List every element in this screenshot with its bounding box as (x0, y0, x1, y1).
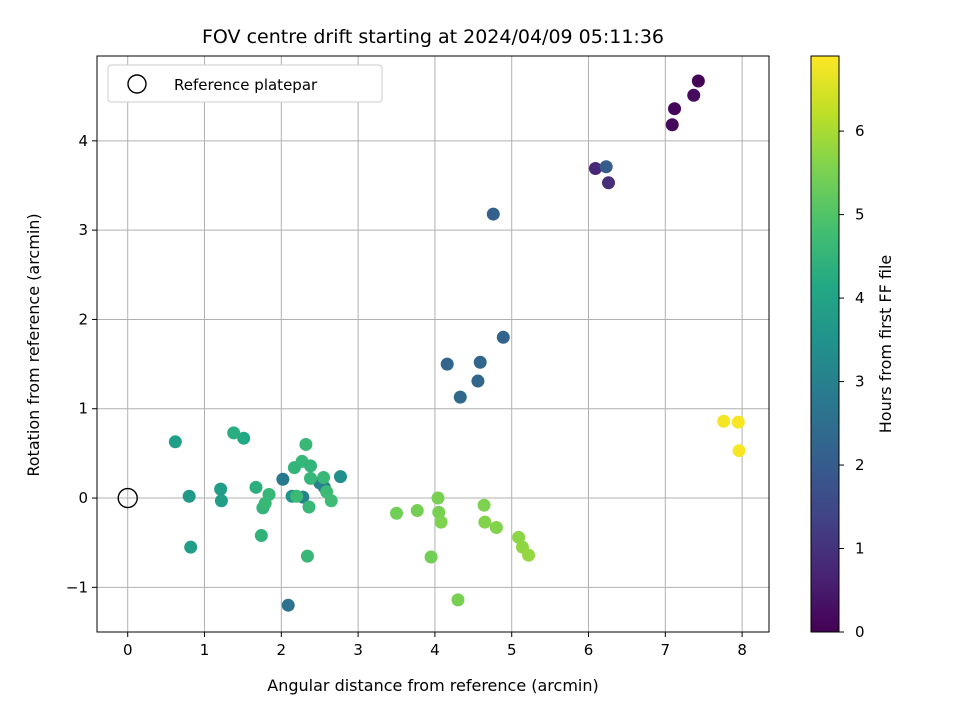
x-tick-label: 4 (430, 641, 440, 659)
y-tick-label: −1 (66, 578, 88, 596)
x-axis-label: Angular distance from reference (arcmin) (267, 676, 598, 695)
data-point (249, 480, 263, 494)
data-point (601, 176, 615, 190)
x-tick-label: 2 (277, 641, 287, 659)
x-tick-label: 5 (507, 641, 517, 659)
data-point (522, 548, 536, 562)
data-point (665, 118, 679, 132)
data-point (304, 459, 318, 473)
data-point (333, 470, 347, 484)
y-tick-label: 1 (78, 400, 88, 418)
data-point (432, 505, 446, 519)
data-point (471, 374, 485, 388)
colorbar-ticks: 0 1 2 3 4 5 6 (839, 122, 865, 641)
y-tick-label: 0 (78, 489, 88, 507)
data-point (424, 550, 438, 564)
data-point (290, 489, 304, 503)
data-point (254, 529, 268, 543)
data-point (486, 207, 500, 221)
data-point (184, 540, 198, 554)
reference-platepar-marker (117, 487, 138, 509)
y-tick-label: 4 (78, 132, 88, 150)
data-point (453, 390, 467, 404)
data-point (588, 162, 602, 176)
data-point (302, 500, 316, 514)
data-point (599, 160, 613, 174)
x-tick-label: 6 (584, 641, 594, 659)
colorbar-tick-label: 4 (855, 289, 865, 307)
colorbar-tick-label: 3 (855, 373, 865, 391)
y-tick-label: 3 (78, 221, 88, 239)
data-point (691, 74, 705, 88)
colorbar-tick-label: 5 (855, 206, 865, 224)
data-point (237, 431, 251, 445)
legend-box (107, 64, 383, 103)
colorbar-tick-label: 6 (855, 122, 865, 140)
x-tick-label: 7 (661, 641, 671, 659)
data-point (440, 357, 454, 371)
data-point (731, 415, 745, 429)
data-point (478, 515, 492, 529)
x-tick-label: 1 (200, 641, 210, 659)
data-point (668, 102, 682, 116)
data-point (390, 506, 404, 520)
data-point (281, 598, 295, 612)
data-point (304, 471, 318, 485)
grid-lines (97, 56, 769, 632)
data-point (214, 482, 228, 496)
data-point (276, 472, 290, 486)
data-point (317, 471, 331, 485)
data-point (227, 426, 241, 440)
legend-entry: Reference platepar (174, 76, 318, 94)
axes-frame (96, 55, 770, 633)
x-tick-label: 8 (737, 641, 747, 659)
data-point (258, 496, 272, 510)
data-point (214, 494, 228, 508)
data-point (732, 444, 746, 458)
y-axis-label: Rotation from reference (arcmin) (24, 213, 43, 476)
data-point (477, 498, 491, 512)
colorbar-tick-label: 0 (855, 623, 865, 641)
data-point (496, 330, 510, 344)
data-point (451, 593, 465, 607)
legend-reference-marker (127, 74, 147, 94)
data-points (117, 74, 746, 612)
data-point (300, 549, 314, 563)
data-point (431, 491, 445, 505)
y-axis-ticks: −1 0 1 2 3 4 (66, 132, 97, 596)
data-point (182, 489, 196, 503)
data-point (717, 414, 731, 428)
data-point (324, 494, 338, 508)
colorbar-tick-label: 1 (855, 540, 865, 558)
colorbar-tick-label: 2 (855, 456, 865, 474)
data-point (410, 504, 424, 518)
colorbar-gradient (810, 55, 840, 633)
x-tick-label: 3 (353, 641, 363, 659)
data-point (687, 88, 701, 102)
colorbar-label: Hours from first FF file (876, 255, 895, 434)
data-point (299, 437, 313, 451)
colorbar: 0 1 2 3 4 5 6 Hours from first FF file (810, 55, 895, 641)
data-point (434, 515, 448, 529)
data-point (489, 521, 503, 535)
data-point (512, 530, 526, 544)
legend: Reference platepar (107, 64, 383, 103)
data-point (473, 355, 487, 369)
y-tick-label: 2 (78, 310, 88, 328)
x-tick-label: 0 (123, 641, 133, 659)
chart-title: FOV centre drift starting at 2024/04/09 … (202, 26, 664, 48)
data-point (168, 435, 182, 449)
x-axis-ticks: 0 1 2 3 4 5 6 7 8 (123, 632, 747, 659)
